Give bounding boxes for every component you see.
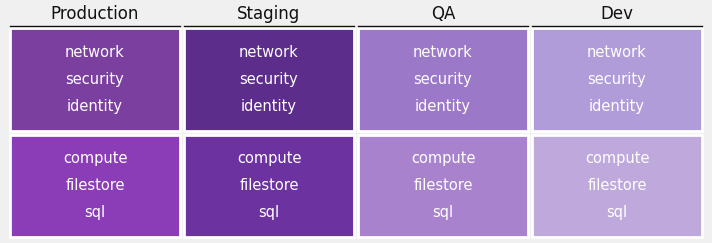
Text: network
security
identity: network security identity bbox=[413, 45, 473, 114]
FancyBboxPatch shape bbox=[10, 28, 180, 130]
Text: Dev: Dev bbox=[600, 5, 634, 23]
FancyBboxPatch shape bbox=[184, 134, 354, 237]
Text: network
security
identity: network security identity bbox=[239, 45, 299, 114]
Text: network
security
identity: network security identity bbox=[65, 45, 125, 114]
Text: Production: Production bbox=[51, 5, 139, 23]
FancyBboxPatch shape bbox=[184, 28, 354, 130]
Text: compute
filestore
sql: compute filestore sql bbox=[63, 151, 127, 220]
FancyBboxPatch shape bbox=[532, 28, 702, 130]
FancyBboxPatch shape bbox=[532, 134, 702, 237]
FancyBboxPatch shape bbox=[358, 134, 528, 237]
Text: compute
filestore
sql: compute filestore sql bbox=[237, 151, 301, 220]
Text: QA: QA bbox=[431, 5, 455, 23]
Text: Staging: Staging bbox=[237, 5, 300, 23]
FancyBboxPatch shape bbox=[358, 28, 528, 130]
Text: network
security
identity: network security identity bbox=[587, 45, 647, 114]
FancyBboxPatch shape bbox=[10, 134, 180, 237]
Text: compute
filestore
sql: compute filestore sql bbox=[585, 151, 649, 220]
Text: compute
filestore
sql: compute filestore sql bbox=[411, 151, 475, 220]
